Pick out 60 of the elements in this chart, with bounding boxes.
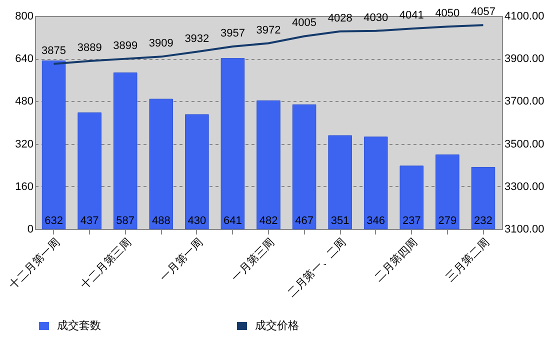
bar <box>220 58 245 230</box>
data-label: 237 <box>402 215 421 227</box>
data-label: 4005 <box>292 17 317 30</box>
data-label: 232 <box>474 215 492 227</box>
data-label: 346 <box>366 215 386 227</box>
x-tick-label: 十二月第三周 <box>78 236 134 292</box>
bar <box>149 98 174 230</box>
bar <box>185 114 209 230</box>
y2-tick-label: 3900.00 <box>504 53 544 66</box>
y-tick-label: 480 <box>15 96 34 108</box>
data-label: 641 <box>224 215 242 227</box>
data-label: 4041 <box>399 10 424 22</box>
bar <box>113 72 138 230</box>
data-label: 488 <box>152 215 170 227</box>
bar <box>292 104 316 230</box>
y-tick-label: 160 <box>15 180 34 193</box>
x-tick-label: 一月第一周 <box>158 236 206 284</box>
y2-tick-label: 3100.00 <box>504 224 544 236</box>
data-label: 437 <box>80 215 99 227</box>
x-tick-label: 一月第三周 <box>230 236 277 284</box>
data-label: 430 <box>188 215 206 227</box>
data-label: 351 <box>330 215 350 227</box>
bar <box>471 166 496 230</box>
x-tick-label: 十二月第一周 <box>6 236 62 292</box>
y-tick-label: 0 <box>27 224 34 236</box>
data-label: 3932 <box>184 32 210 45</box>
bar <box>42 60 66 230</box>
data-label: 587 <box>116 215 135 227</box>
y2-tick-label: 4100.00 <box>504 10 544 22</box>
data-label: 3889 <box>77 42 102 54</box>
y2-tick-label: 3700.00 <box>504 96 544 108</box>
data-label: 482 <box>259 215 278 227</box>
data-label: 4057 <box>470 6 496 18</box>
y2-tick-label: 3500.00 <box>504 138 544 150</box>
data-label: 467 <box>295 215 314 227</box>
data-label: 3957 <box>220 27 245 40</box>
x-tick-label: 二月第四周 <box>372 236 420 284</box>
bar <box>78 112 102 230</box>
bar <box>328 135 352 230</box>
data-label: 4030 <box>364 12 388 24</box>
y-tick-label: 800 <box>15 10 34 22</box>
bar <box>400 166 424 230</box>
data-label: 632 <box>44 215 63 227</box>
bar <box>364 136 388 230</box>
data-label: 3972 <box>256 24 281 36</box>
legend-label: 成交价格 <box>255 319 299 332</box>
data-label: 3899 <box>113 40 138 52</box>
y2-tick-label: 3300.00 <box>504 180 544 193</box>
y-tick-label: 640 <box>15 53 34 66</box>
data-label: 4028 <box>328 12 352 24</box>
data-label: 3909 <box>148 38 174 50</box>
x-tick-label: 二月第一、二周 <box>286 236 349 300</box>
data-label: 4050 <box>435 8 460 20</box>
y-tick-label: 320 <box>15 138 34 150</box>
legend-label: 成交套数 <box>57 319 101 332</box>
data-label: 279 <box>438 215 457 227</box>
bar <box>256 100 280 230</box>
bar <box>436 154 460 230</box>
x-tick-label: 三月第二周 <box>444 236 492 284</box>
data-label: 3875 <box>42 44 66 57</box>
